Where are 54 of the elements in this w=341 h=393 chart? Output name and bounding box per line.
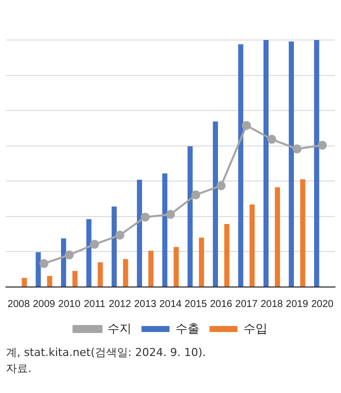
point <box>166 210 175 219</box>
bar <box>123 259 128 286</box>
bar <box>224 224 230 286</box>
legend-label: 수출 <box>176 321 200 336</box>
text: 자료. <box>6 361 32 377</box>
point <box>39 259 48 268</box>
point <box>64 250 74 260</box>
x-tick-label: 2010 <box>58 298 81 310</box>
point <box>242 120 251 130</box>
bar <box>238 44 244 286</box>
x-tick-label: 2008 <box>8 298 30 310</box>
bar <box>274 187 280 286</box>
bar <box>174 246 179 286</box>
x-tick-label: 2014 <box>159 298 182 310</box>
bar <box>22 278 27 286</box>
bar <box>212 122 218 286</box>
bar <box>314 40 320 286</box>
point <box>191 190 200 200</box>
x-tick-label: 2009 <box>32 298 56 310</box>
bar <box>86 219 92 286</box>
x-tick-label: 2015 <box>184 298 208 310</box>
bar <box>112 206 117 286</box>
point <box>140 212 150 222</box>
point <box>90 240 100 249</box>
bar <box>288 41 294 286</box>
point <box>216 181 226 190</box>
x-tick-label: 2017 <box>235 298 258 310</box>
x-tick-label: 2011 <box>84 298 106 310</box>
x-tick-label: 2018 <box>260 298 284 310</box>
bar <box>162 173 168 286</box>
point <box>115 230 124 240</box>
x-tick-label: 2019 <box>286 298 309 310</box>
bar <box>72 270 78 286</box>
bar <box>98 262 103 286</box>
bar <box>250 204 255 286</box>
bar <box>47 276 52 286</box>
bar <box>263 40 269 286</box>
text: 계, stat.kita.net(검색일: 2024. 9. 10). <box>6 345 207 361</box>
point <box>267 134 276 144</box>
x-tick-label: 2012 <box>108 298 132 310</box>
bar <box>61 238 66 286</box>
bar <box>188 146 193 286</box>
point <box>292 144 302 154</box>
x-tick-label: 2020 <box>311 298 334 310</box>
x-tick-label: 2016 <box>210 298 233 310</box>
bar <box>300 179 306 286</box>
bar <box>36 252 41 286</box>
point <box>318 140 327 150</box>
legend-label: 수입 <box>244 321 268 336</box>
bar <box>148 250 154 286</box>
legend-label: 수지 <box>108 321 132 336</box>
x-tick-label: 2013 <box>134 298 157 310</box>
bar <box>136 180 142 286</box>
bar <box>198 238 204 286</box>
